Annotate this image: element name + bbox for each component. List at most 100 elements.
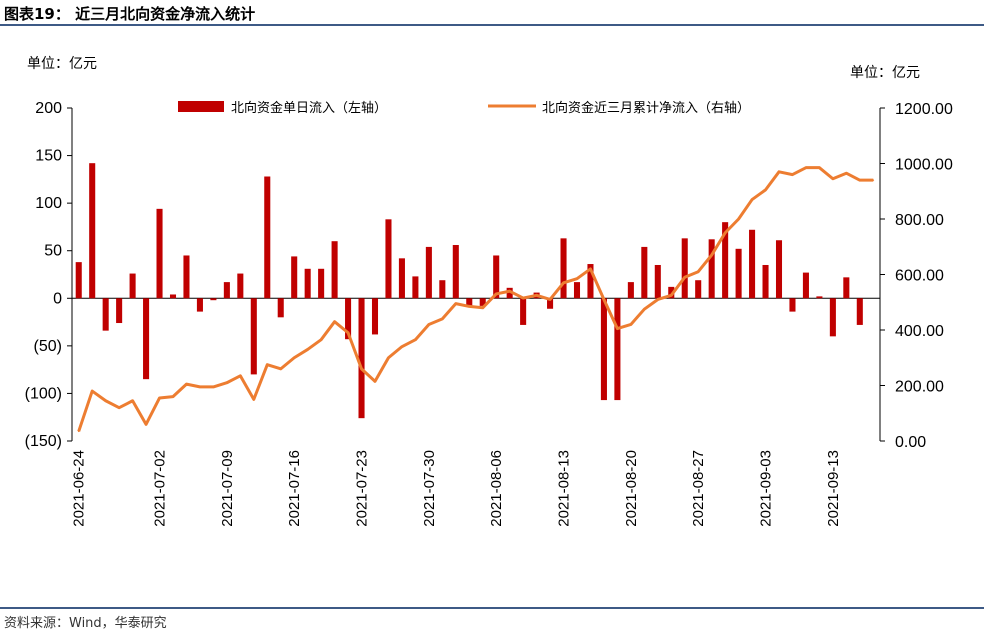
chart: 北向资金单日流入（左轴） 北向资金近三月累计净流入（右轴） 200 150 100 5… [25, 100, 953, 527]
line-point [764, 189, 767, 191]
x-tick-label: 2021-07-16 [286, 450, 303, 527]
line-point [374, 380, 376, 383]
line-point [226, 381, 228, 384]
bar-mark [479, 298, 486, 306]
bar-mark [331, 241, 338, 299]
line-point [535, 294, 538, 297]
bar-mark [520, 298, 527, 325]
line-point [428, 323, 430, 326]
bar-mark [358, 298, 365, 419]
x-tick-label: 2021-09-13 [825, 450, 842, 527]
bar-mark [439, 280, 446, 299]
figure-title: 图表19： 近三月北向资金净流入统计 [4, 5, 256, 23]
line-point [455, 302, 457, 305]
bar-mark [506, 287, 513, 299]
line-point [185, 383, 188, 385]
line-point [670, 294, 673, 297]
line-point [91, 390, 93, 392]
bar-mark [412, 276, 419, 299]
bar-mark [493, 255, 500, 299]
left-tick-label: 0 [53, 290, 62, 307]
bar-mark [829, 298, 836, 337]
line-point [279, 368, 282, 370]
bar-mark [264, 176, 271, 299]
x-tick-label: 2021-07-09 [219, 450, 236, 527]
line-point [643, 308, 646, 310]
bar-mark [722, 222, 729, 299]
bar-mark [843, 277, 850, 299]
legend-bar-label: 北向资金单日流入（左轴） [231, 100, 387, 116]
bar-mark [398, 258, 405, 299]
bar-mark [156, 208, 163, 299]
left-tick-label: 50 [44, 243, 62, 260]
bar-mark [735, 248, 742, 299]
line-series [77, 166, 875, 433]
bar-mark [385, 219, 392, 299]
line-point [468, 305, 471, 308]
bar-mark [802, 272, 809, 299]
bar-mark [641, 246, 648, 299]
line-point [199, 386, 201, 388]
bar-mark [614, 298, 621, 401]
line-point [832, 177, 834, 180]
line-point [172, 395, 174, 398]
line-point [508, 290, 511, 292]
left-tick-label: (100) [25, 385, 62, 402]
bar-mark [627, 282, 634, 299]
line-point [441, 318, 444, 320]
bar-mark [318, 268, 325, 299]
left-tick-label: 150 [35, 148, 62, 165]
line-point [859, 179, 861, 181]
cumulative-line [77, 166, 874, 432]
bar-mark [775, 240, 783, 299]
bar-mark [75, 262, 82, 299]
line-point [616, 327, 619, 330]
x-tick-label: 2021-08-13 [556, 450, 573, 527]
bar-mark [749, 229, 756, 299]
line-point [495, 293, 498, 295]
line-point [158, 397, 161, 399]
bar-mark [116, 298, 123, 324]
line-point [77, 430, 80, 433]
line-point [360, 368, 363, 370]
bar-mark [210, 298, 217, 301]
bottom-rule [0, 607, 984, 609]
line-point [872, 179, 875, 181]
line-point [212, 386, 215, 388]
right-tick-label: 1200.00 [895, 101, 953, 118]
right-tick-label: 0.00 [895, 434, 926, 451]
bar-mark [856, 298, 863, 325]
line-point [778, 171, 780, 173]
bar-mark [304, 268, 311, 299]
bar-mark [143, 298, 150, 380]
bar-mark [587, 264, 594, 299]
line-point [724, 232, 726, 234]
line-point [320, 338, 322, 341]
line-point [576, 277, 578, 280]
bar-mark [89, 163, 96, 299]
x-tick-label: 2021-08-06 [488, 450, 505, 527]
line-point [239, 374, 242, 377]
line-point [845, 172, 848, 175]
bar-mark [573, 282, 581, 299]
x-tick-label: 2021-08-20 [623, 450, 640, 527]
line-point [818, 166, 821, 169]
bar-mark [560, 238, 567, 299]
line-point [414, 338, 417, 341]
bar-mark [600, 298, 607, 401]
line-point [710, 254, 713, 256]
line-point [603, 298, 605, 301]
source-note: 资料来源：Wind，华泰研究 [4, 616, 167, 631]
legend-bar-swatch [178, 101, 224, 112]
axes: 200 150 100 50 0 (50) (100) (150) 1200.00 1000.00… [25, 100, 953, 451]
left-tick-label: 100 [35, 195, 62, 212]
bar-mark [223, 282, 230, 299]
line-point [697, 270, 699, 273]
line-point [549, 298, 551, 301]
line-point [253, 398, 255, 401]
x-tick-label: 2021-07-02 [152, 450, 169, 527]
line-point [387, 356, 390, 359]
bar-mark [668, 286, 675, 299]
bar-mark [102, 298, 109, 331]
bar-mark [183, 255, 190, 299]
